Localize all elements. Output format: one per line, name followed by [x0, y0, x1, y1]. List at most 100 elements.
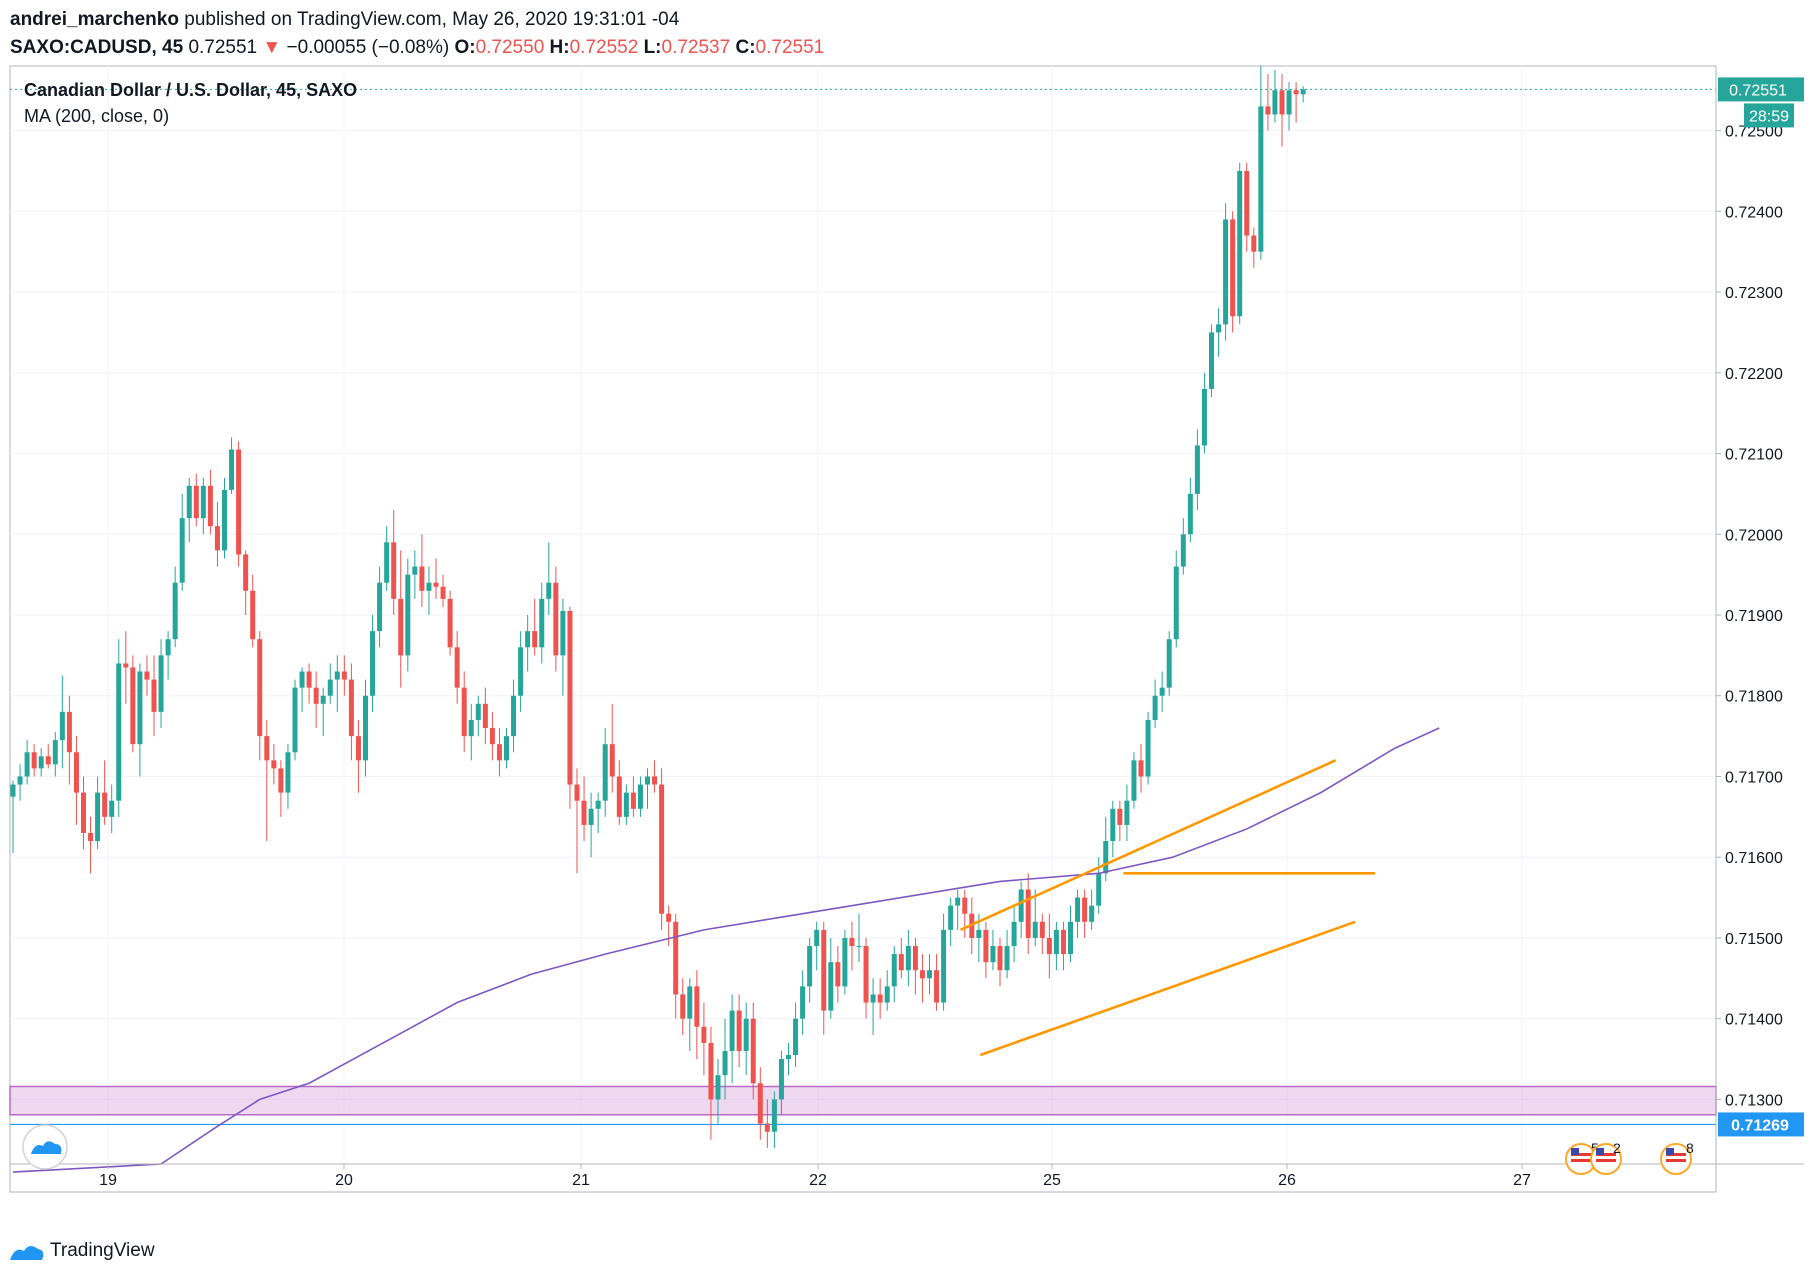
candle-body — [504, 736, 509, 761]
candle-body — [637, 784, 643, 809]
candle-body — [144, 671, 150, 680]
candle-body — [229, 449, 235, 490]
candle-body — [546, 582, 552, 599]
candle-body — [814, 929, 820, 947]
candle-body — [193, 485, 199, 519]
candle-body — [1258, 106, 1264, 252]
candle-body — [687, 986, 693, 1019]
candle-body — [214, 526, 220, 551]
candle-body — [123, 663, 129, 668]
plot-area[interactable] — [9, 65, 1717, 1193]
candle-body — [1293, 90, 1299, 95]
current-price-label: 0.72551 28:59 — [1718, 77, 1804, 128]
us-flag-icon[interactable] — [1660, 1143, 1692, 1175]
candle-body — [616, 776, 622, 817]
price-chart[interactable]: Canadian Dollar / U.S. Dollar, 45, SAXO … — [0, 0, 1817, 1232]
candle-body — [1046, 937, 1052, 955]
candle-body — [821, 929, 827, 1011]
author-name[interactable]: andrei_marchenko — [10, 9, 179, 30]
footer: TradingView — [8, 1240, 155, 1262]
resistance-zone[interactable] — [9, 1085, 1717, 1116]
candle-body — [433, 582, 439, 587]
candle-body — [1230, 219, 1236, 317]
candle-body — [1018, 889, 1024, 922]
trendlines[interactable] — [959, 759, 1376, 1057]
candle-body — [52, 740, 58, 765]
candle-body — [919, 970, 925, 979]
candle-body — [927, 970, 932, 979]
candle-body — [1124, 800, 1130, 825]
symbol-info: SAXO:CADUSD, 45 0.72551 ▼ −0.00055 (−0.0… — [10, 34, 824, 62]
candle-body — [623, 792, 629, 817]
candle-body — [645, 776, 650, 785]
candle-body — [482, 703, 488, 729]
candle-body — [38, 756, 44, 769]
candle-body — [532, 631, 538, 648]
candle-body — [870, 994, 876, 1003]
price-axis[interactable]: 0.72500 0.72400 0.72300 0.72200 0.72100 0.720… — [10, 66, 1804, 1192]
candle-body — [1209, 332, 1214, 389]
candle-body — [863, 946, 869, 1003]
candle-body — [609, 744, 615, 777]
economic-events[interactable]: 5 2 8 — [1565, 1140, 1694, 1175]
candle-body — [518, 647, 524, 696]
candle-body — [595, 800, 601, 809]
candle-body — [905, 946, 911, 971]
candle-body — [278, 768, 284, 793]
line-price-tag — [1718, 1112, 1804, 1137]
candle-body — [468, 719, 474, 737]
candle-body — [73, 752, 79, 793]
y-tick-label: 0.72300 — [1725, 285, 1783, 302]
candle-body — [574, 784, 580, 801]
candle-body — [800, 986, 806, 1019]
candle-body — [567, 610, 573, 785]
candle-body — [715, 1075, 721, 1100]
x-tick-label: 21 — [572, 1172, 590, 1189]
candle-body — [1173, 566, 1179, 640]
candle-body — [680, 994, 686, 1019]
candle-body — [1138, 760, 1144, 777]
candle-body — [1145, 719, 1151, 777]
candle-body — [116, 663, 122, 801]
candle-body — [130, 667, 136, 745]
event-count: 8 — [1686, 1140, 1694, 1156]
symbol-label: SAXO:CADUSD, 45 — [10, 37, 184, 58]
candle-body — [955, 897, 961, 906]
candle-body — [729, 1010, 735, 1051]
legend-indicator: MA (200, close, 0) — [24, 106, 169, 126]
candle-body — [165, 639, 171, 656]
time-axis[interactable]: 19 20 21 22 25 26 27 — [99, 1164, 1531, 1189]
us-flag-icon[interactable] — [1590, 1143, 1622, 1175]
candle-body — [1187, 493, 1193, 535]
candle-body — [1060, 929, 1066, 955]
trendline[interactable] — [979, 920, 1356, 1057]
x-tick-label: 27 — [1513, 1172, 1531, 1189]
y-tick-label: 0.71800 — [1725, 689, 1783, 706]
line-price-value: 0.71269 — [1731, 1117, 1789, 1134]
candle-body — [990, 946, 996, 963]
candle-body — [630, 792, 636, 809]
brand-name[interactable]: TradingView — [50, 1240, 155, 1261]
tradingview-watermark-icon[interactable] — [22, 1124, 68, 1170]
y-tick-label: 0.72000 — [1725, 527, 1783, 544]
candle-body — [475, 703, 481, 720]
candle-body — [236, 449, 242, 555]
candle-body — [243, 554, 249, 591]
ma-200-line[interactable] — [12, 727, 1440, 1173]
candle-body — [461, 687, 467, 737]
candle-body — [771, 1099, 777, 1132]
tradingview-logo-icon[interactable] — [8, 1240, 44, 1262]
candle-body — [962, 897, 968, 914]
candle-body — [271, 760, 277, 769]
trendline[interactable] — [959, 759, 1337, 932]
candle-body — [419, 566, 425, 591]
y-tick-label: 0.71600 — [1725, 850, 1783, 867]
candle-body — [1032, 921, 1038, 938]
candle-body — [45, 756, 51, 765]
candle-body — [849, 937, 855, 947]
publish-header: andrei_marchenko published on TradingVie… — [10, 6, 824, 62]
candle-body — [172, 582, 178, 640]
candle-body — [736, 1010, 742, 1051]
candle-body — [553, 582, 559, 656]
candle-body — [948, 905, 954, 930]
